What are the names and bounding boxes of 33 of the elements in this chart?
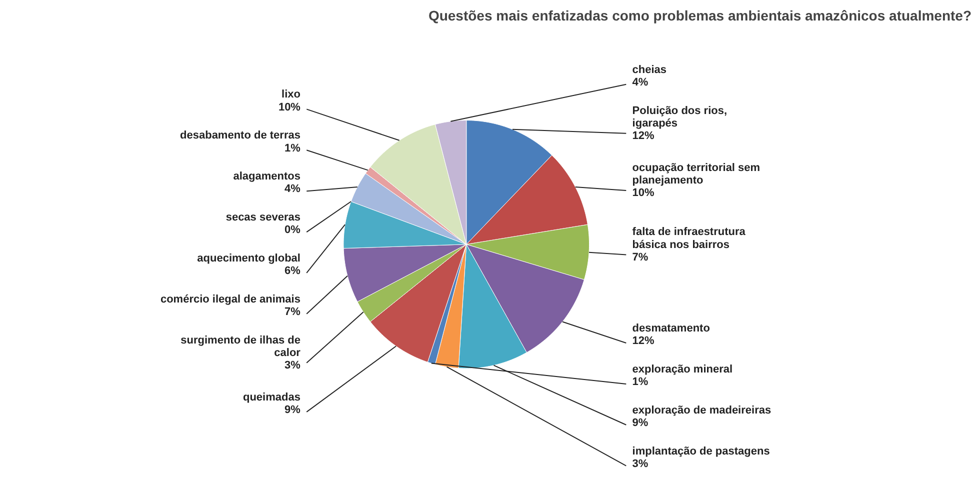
data-label: 6% (284, 265, 301, 278)
data-label: 9% (632, 417, 648, 430)
slice-label: queimadas (242, 391, 300, 404)
data-label: 10% (278, 101, 301, 114)
slice-label: ocupação territorial sem planejamento (632, 162, 760, 187)
data-label: 9% (284, 404, 301, 416)
slice-label: desabamento de terras (180, 130, 300, 142)
data-label: 1% (284, 142, 301, 154)
slice-label: exploração mineral (632, 363, 733, 376)
data-label: 7% (632, 251, 648, 264)
data-label: 12% (632, 335, 655, 348)
chart-title: Questões mais enfatizadas como problemas ambientais amazônicos atualmente? (428, 8, 972, 24)
data-label: 3% (632, 458, 648, 470)
slice-label: cheias (632, 64, 667, 76)
slice-label: desmatamento (632, 322, 710, 335)
data-label: 12% (632, 130, 655, 142)
category-label: secas severas (226, 212, 300, 224)
slice-label: implantação de pastagens (632, 445, 770, 458)
slice-label: Poluição dos rios, igarapés (632, 104, 728, 130)
data-label: 10% (632, 187, 655, 200)
slice-label: exploração de madeireiras (632, 404, 772, 416)
data-label: 4% (284, 183, 301, 196)
text: 0% (284, 224, 300, 236)
data-label: 7% (284, 306, 301, 318)
data-label: 4% (632, 76, 648, 89)
slice-label: lixo (282, 88, 301, 101)
data-label: 1% (632, 376, 648, 388)
slice-label: alagamentos (233, 170, 300, 183)
slice-label: aquecimento global (197, 252, 300, 264)
slice-label: falta de infraestrutura básica nos bairros (632, 226, 746, 251)
slice-label: surgimento de ilhas de calor (180, 334, 302, 359)
data-label: 3% (284, 360, 301, 372)
slice-label: comércio ilegal de animais (160, 293, 300, 306)
